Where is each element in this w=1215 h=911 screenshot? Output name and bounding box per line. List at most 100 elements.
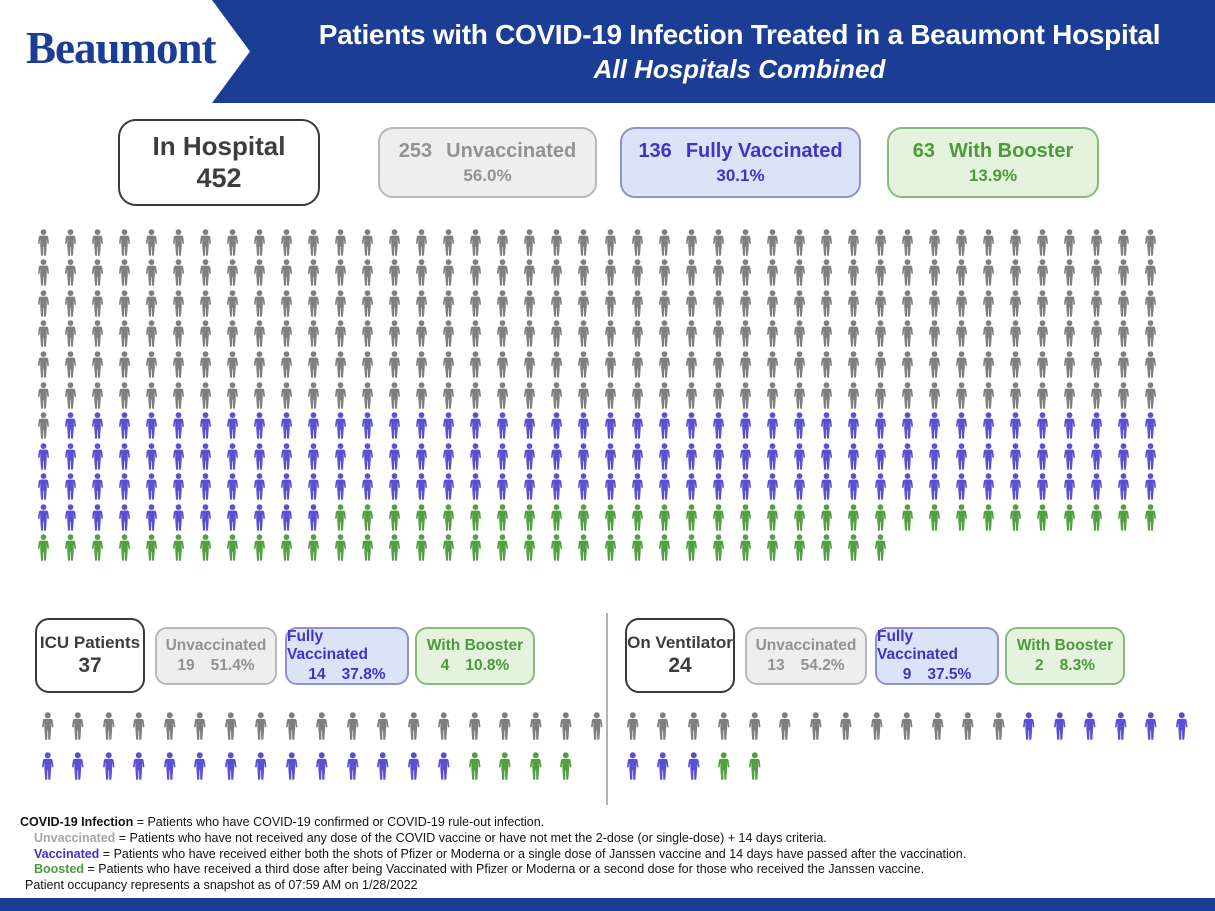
person-icon-fully-vaccinated — [354, 471, 381, 502]
person-icon — [523, 381, 536, 409]
person-icon — [631, 290, 644, 317]
person-icon — [199, 412, 212, 439]
person-icon-unvaccinated — [1110, 227, 1137, 258]
person-icon — [37, 412, 50, 439]
person-icon — [361, 351, 374, 378]
person-icon — [685, 534, 698, 561]
person-icon-unvaccinated — [219, 227, 246, 258]
person-icon-fully-vaccinated — [597, 441, 624, 472]
person-icon-fully-vaccinated — [93, 750, 124, 790]
person-icon — [631, 503, 644, 531]
person-icon-fully-vaccinated — [617, 750, 648, 790]
person-icon-with-booster — [678, 502, 705, 533]
person-icon-unvaccinated — [138, 227, 165, 258]
person-icon-with-booster — [459, 750, 490, 790]
person-icon — [1036, 259, 1049, 286]
person-icon — [133, 712, 145, 740]
person-icon — [718, 752, 730, 780]
person-icon — [793, 320, 806, 348]
person-icon-unvaccinated — [1083, 319, 1110, 350]
person-icon — [523, 290, 536, 317]
person-icon — [334, 412, 347, 439]
person-icon — [901, 290, 914, 317]
person-icon — [226, 351, 239, 378]
person-icon — [496, 259, 509, 286]
footnote-text: = Patients who have not received any dos… — [115, 830, 827, 845]
person-icon-unvaccinated — [678, 227, 705, 258]
person-icon-unvaccinated — [327, 380, 354, 411]
person-icon — [590, 712, 602, 740]
person-icon — [224, 752, 236, 780]
person-icon — [560, 752, 572, 780]
person-icon-unvaccinated — [975, 288, 1002, 319]
person-icon — [809, 712, 821, 740]
person-icon-fully-vaccinated — [368, 750, 399, 790]
person-icon-with-booster — [948, 502, 975, 533]
person-icon — [523, 259, 536, 286]
person-icon-unvaccinated — [894, 288, 921, 319]
person-icon-unvaccinated — [462, 227, 489, 258]
person-icon — [901, 712, 913, 740]
person-icon-unvaccinated — [617, 710, 648, 750]
person-icon-unvaccinated — [1083, 258, 1110, 289]
person-icon-unvaccinated — [165, 319, 192, 350]
person-icon — [388, 290, 401, 317]
person-icon-unvaccinated — [1029, 288, 1056, 319]
title-banner: Patients with COVID-19 Infection Treated… — [212, 0, 1215, 103]
person-icon — [840, 712, 852, 740]
person-icon-unvaccinated — [624, 227, 651, 258]
person-icon — [280, 442, 293, 470]
person-icon — [388, 320, 401, 348]
person-icon — [1144, 320, 1157, 348]
person-icon — [438, 712, 450, 740]
person-icon-unvaccinated — [111, 258, 138, 289]
person-icon — [199, 320, 212, 348]
person-icon-unvaccinated — [57, 380, 84, 411]
person-icon — [199, 259, 212, 286]
person-icon — [388, 259, 401, 286]
person-icon-fully-vaccinated — [327, 441, 354, 472]
person-icon — [91, 442, 104, 470]
person-icon-unvaccinated — [30, 410, 57, 441]
person-icon — [604, 228, 617, 256]
person-icon — [1084, 712, 1096, 740]
person-icon — [793, 290, 806, 317]
person-icon-unvaccinated — [921, 288, 948, 319]
person-icon-unvaccinated — [516, 349, 543, 380]
person-icon-unvaccinated — [192, 349, 219, 380]
person-icon-with-booster — [408, 502, 435, 533]
person-icon — [415, 320, 428, 348]
person-icon-unvaccinated — [273, 258, 300, 289]
person-icon-unvaccinated — [786, 227, 813, 258]
person-icon — [577, 381, 590, 409]
person-icon — [145, 351, 158, 378]
person-icon-with-booster — [705, 532, 732, 563]
person-icon-unvaccinated — [327, 227, 354, 258]
person-icon-fully-vaccinated — [57, 471, 84, 502]
person-icon — [955, 503, 968, 531]
person-icon-unvaccinated — [840, 349, 867, 380]
person-icon — [1063, 290, 1076, 317]
person-icon — [820, 473, 833, 500]
person-icon-fully-vaccinated — [648, 750, 679, 790]
fully-vaccinated-pct: 30.1% — [716, 165, 765, 185]
person-icon-unvaccinated — [840, 319, 867, 350]
person-icon-unvaccinated — [570, 349, 597, 380]
person-icon-fully-vaccinated — [840, 471, 867, 502]
fully-vaccinated-count: 136 — [638, 139, 672, 162]
person-icon — [64, 320, 77, 348]
person-icon-unvaccinated — [300, 319, 327, 350]
person-icon — [712, 381, 725, 409]
person-icon-fully-vaccinated — [165, 471, 192, 502]
person-icon — [550, 503, 563, 531]
person-icon-unvaccinated — [948, 258, 975, 289]
person-icon — [739, 503, 752, 531]
person-icon — [361, 442, 374, 470]
person-icon-fully-vaccinated — [138, 410, 165, 441]
person-icon-unvaccinated — [770, 710, 801, 750]
person-icon-unvaccinated — [273, 319, 300, 350]
person-icon — [91, 320, 104, 348]
bottom-bar — [0, 898, 1215, 911]
person-icon-fully-vaccinated — [273, 502, 300, 533]
person-icon — [1175, 712, 1187, 740]
